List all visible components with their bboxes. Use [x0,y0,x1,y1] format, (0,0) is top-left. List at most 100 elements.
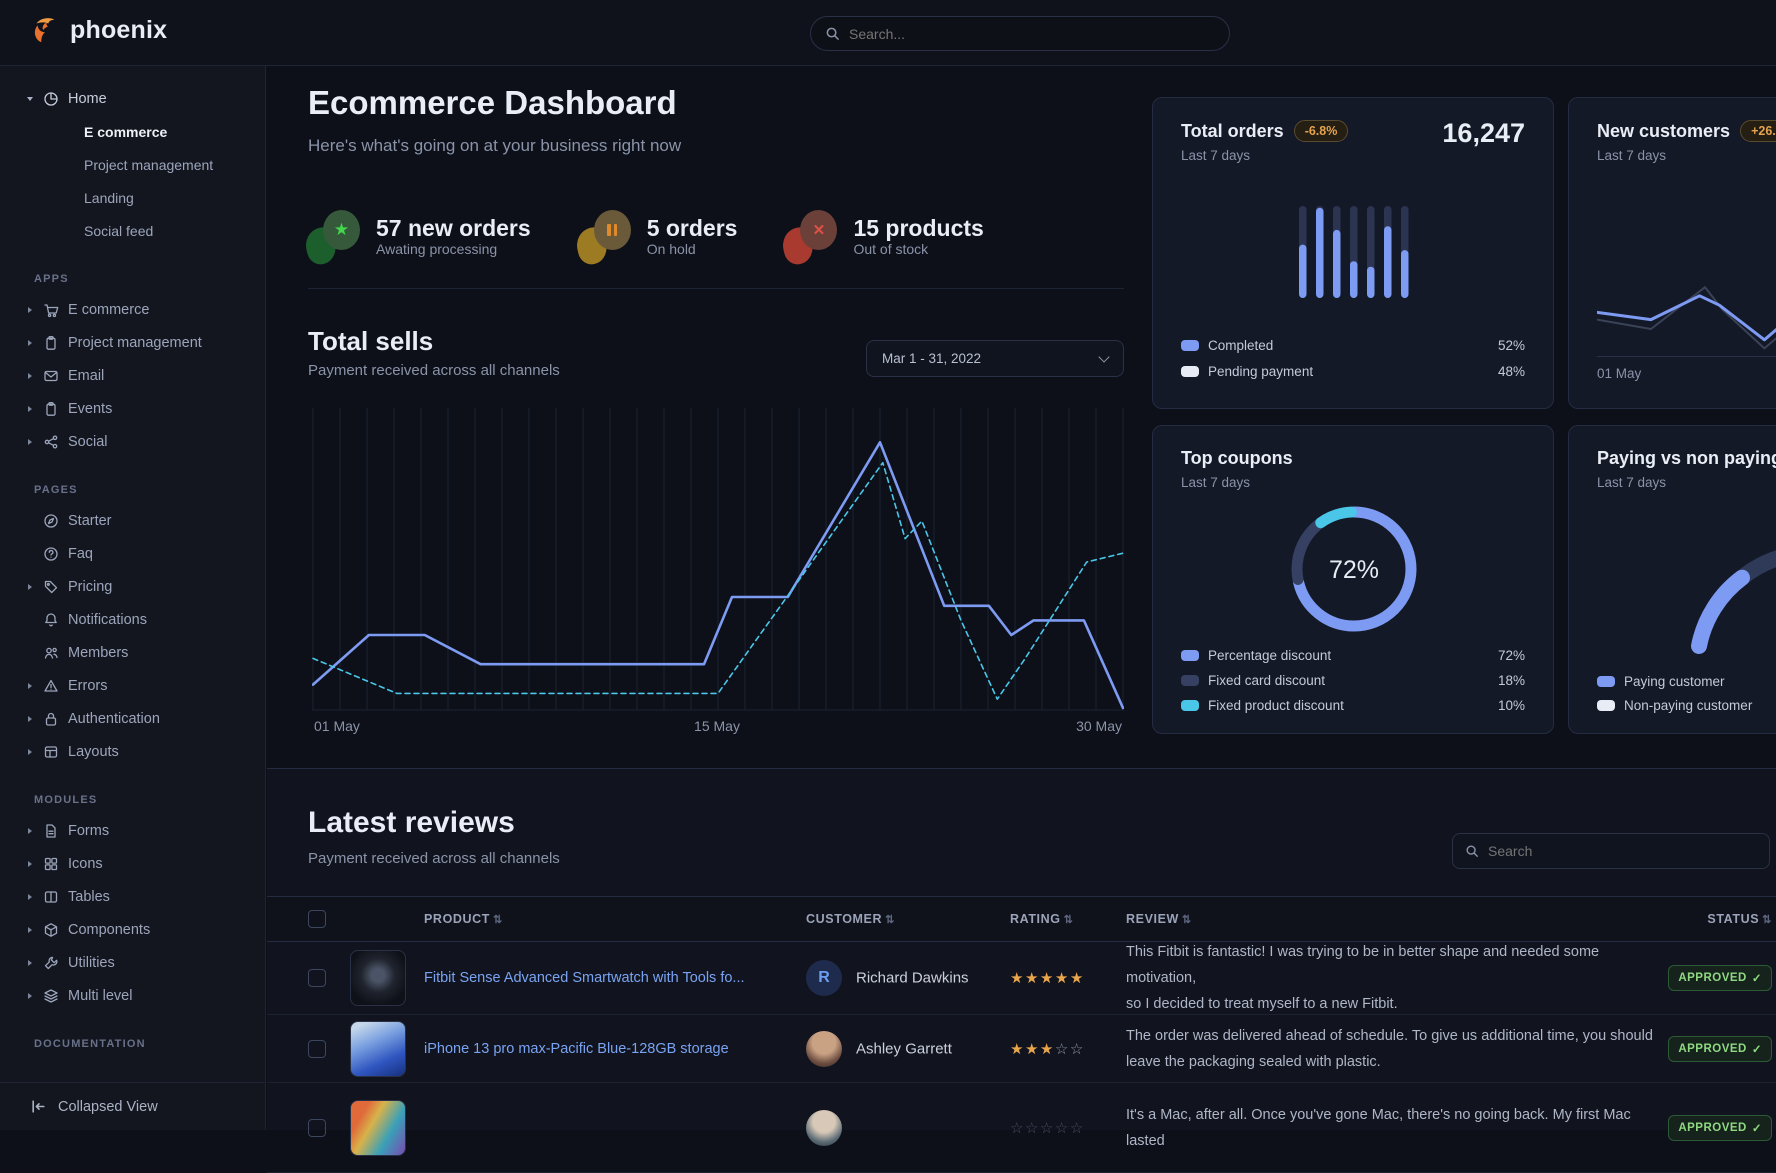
row-checkbox[interactable] [308,969,326,987]
legend-label: Completed [1208,338,1274,353]
brand-logo[interactable]: phoenix [30,15,167,45]
clipboard-icon [43,401,59,417]
rating-stars: ☆☆☆☆☆ [1010,1119,1085,1137]
total-sells-title: Total sells [308,326,434,356]
layout-icon [43,744,59,760]
sidebar-item-tables[interactable]: Tables [0,880,265,913]
caret-right-icon [26,749,34,755]
column-header-rating[interactable]: RATING ⇅ [1010,912,1074,926]
legend-swatch [1181,650,1199,661]
column-header-product[interactable]: PRODUCT ⇅ [424,912,503,926]
sidebar-subitem-social-feed[interactable]: Social feed [84,222,154,239]
paying-card: Paying vs non paying Last 7 days Paying … [1568,425,1776,734]
sidebar-section-label: APPS [34,273,69,285]
caret-right-icon [26,683,34,689]
product-link[interactable]: Fitbit Sense Advanced Smartwatch with To… [424,970,745,986]
sidebar-item-multi-level[interactable]: Multi level [0,979,265,1012]
status-badge: APPROVED ✓ [1668,1035,1772,1062]
total-sells-chart [311,408,1125,717]
sidebar-item-members[interactable]: Members [0,636,265,669]
product-thumbnail [350,1099,406,1156]
sidebar-item-email[interactable]: Email [0,359,265,392]
sidebar-item-forms[interactable]: Forms [0,814,265,847]
question-icon [43,546,59,562]
sidebar-item-faq[interactable]: Faq [0,537,265,570]
rating-stars: ★★★★★ [1010,970,1085,987]
stat-out-of-stock: ✕ 15 products Out of stock [779,208,984,268]
sidebar-item-project-management[interactable]: Project management [0,326,265,359]
warning-icon [43,678,59,694]
stat-caption: On hold [646,241,696,258]
product-link[interactable]: iPhone 13 pro max-Pacific Blue-128GB sto… [424,1040,729,1057]
new-customers-line-chart [1595,280,1776,357]
sidebar-item-pricing[interactable]: Pricing [0,570,265,603]
lock-icon [43,711,59,727]
legend-value: 52% [1497,338,1525,353]
column-header-review[interactable]: REVIEW ⇅ [1126,912,1192,926]
check-icon: ✓ [1751,973,1762,985]
sidebar-item-label: Starter [68,512,112,529]
collapse-label: Collapsed View [58,1098,158,1115]
sort-icon: ⇅ [1063,914,1074,926]
top-coupons-period: Last 7 days [1181,475,1251,490]
sidebar-item-errors[interactable]: Errors [0,669,265,702]
date-range-select[interactable]: Mar 1 - 31, 2022 [866,340,1124,377]
columns-icon [43,889,59,905]
legend-label: Fixed card discount [1208,673,1326,688]
status-label: APPROVED [1678,972,1747,984]
x-tick-01may: 01 May [314,718,360,734]
select-all-checkbox[interactable] [308,910,326,928]
total-orders-badge: -6.8% [1293,120,1349,142]
sidebar-item-notifications[interactable]: Notifications [0,603,265,636]
search-icon [1465,844,1479,858]
sidebar-item-events[interactable]: Events [0,392,265,425]
sidebar-item-layouts[interactable]: Layouts [0,735,265,768]
customer-avatar [806,1030,842,1067]
row-checkbox[interactable] [308,1118,326,1137]
collapsed-view-toggle[interactable]: Collapsed View [0,1082,265,1130]
brand-name: phoenix [70,15,168,44]
reviews-search[interactable] [1452,833,1770,869]
legend-label: Percentage discount [1208,648,1332,663]
x-tick-30may: 30 May [1076,718,1122,734]
reviews-search-input[interactable] [1488,843,1757,859]
sidebar-item-components[interactable]: Components [0,913,265,946]
customer-avatar [806,1109,842,1146]
stat-circle [593,210,631,250]
caret-down-icon [26,97,34,101]
customer-name: Richard Dawkins [856,969,969,987]
sidebar-subitem-project-management[interactable]: Project management [84,156,214,173]
sidebar-item-starter[interactable]: Starter [0,504,265,537]
coupons-donut-chart [1284,499,1424,644]
sidebar-item-label: Tables [68,888,110,905]
new-customers-period: Last 7 days [1597,148,1667,163]
sidebar-item-authentication[interactable]: Authentication [0,702,265,735]
legend-completed: Completed 52% [1181,338,1525,353]
new-customers-title: New customers [1597,120,1731,141]
column-header-status[interactable]: STATUS ⇅ [1707,912,1772,926]
status-badge: APPROVED ✓ [1668,965,1772,991]
sidebar-subitem-e-commerce[interactable]: E commerce [84,123,168,140]
sidebar-item-home[interactable]: Home [0,82,265,115]
spark-x-label: 01 May [1597,366,1642,381]
caret-right-icon [26,439,34,445]
sidebar-item-utilities[interactable]: Utilities [0,946,265,979]
caret-right-icon [26,584,34,590]
sidebar-subitem-landing[interactable]: Landing [84,189,134,206]
check-icon: ✓ [1751,1043,1762,1056]
column-header-customer[interactable]: CUSTOMER ⇅ [806,912,895,926]
stat-text: 57 new orders Awating processing [376,215,531,257]
legend-label: Pending payment [1208,364,1314,379]
sidebar-item-social[interactable]: Social [0,425,265,458]
phoenix-logo-icon [30,15,60,45]
caret-right-icon [26,861,34,867]
sidebar-item-e-commerce[interactable]: E commerce [0,293,265,326]
pause-stat-icon [572,208,631,268]
global-search[interactable] [810,16,1230,51]
sidebar-item-label: Pricing [68,578,113,595]
sidebar-item-icons[interactable]: Icons [0,847,265,880]
paying-gauge-chart [1569,496,1776,681]
row-checkbox[interactable] [308,1039,326,1058]
global-search-input[interactable] [849,25,1215,42]
legend-swatch [1597,700,1615,711]
